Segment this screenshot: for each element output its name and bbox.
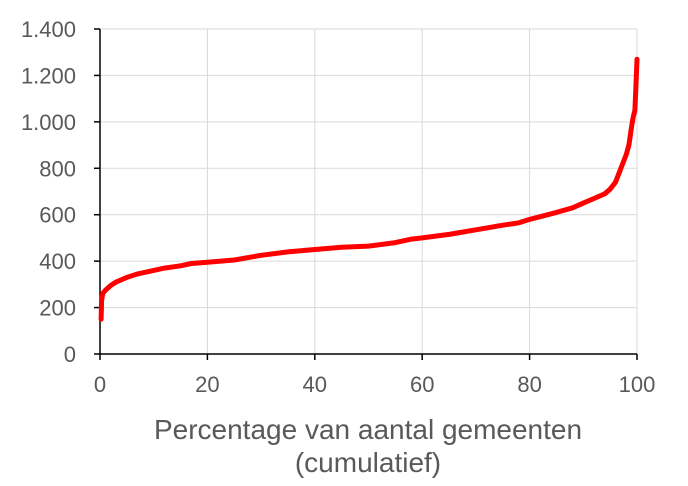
x-tick-label: 40: [303, 372, 327, 397]
y-tick-label: 1.000: [21, 110, 76, 135]
y-tick-label: 400: [39, 249, 76, 274]
x-tick-label: 20: [195, 372, 219, 397]
axes: [94, 28, 638, 360]
gridlines: [100, 28, 638, 354]
y-tick-label: 0: [64, 342, 76, 367]
tick-labels: 0 200 400 600 800 1.000 1.200 1.400 0 20 40 60 80 100: [21, 17, 655, 397]
y-tick-label: 1.400: [21, 17, 76, 42]
series-layer: [98, 56, 640, 322]
y-tick-label: 600: [39, 203, 76, 228]
series-line: [98, 56, 640, 322]
x-tick-label: 60: [410, 372, 434, 397]
x-axis-title-line-2: (cumulatief): [295, 447, 441, 478]
x-tick-label: 80: [517, 372, 541, 397]
x-axis-title-line-1: Percentage van aantal gemeenten: [154, 414, 582, 445]
y-tick-label: 800: [39, 156, 76, 181]
x-tick-label: 0: [94, 372, 106, 397]
y-tick-label: 1.200: [21, 63, 76, 88]
x-tick-label: 100: [619, 372, 656, 397]
y-tick-label: 200: [39, 296, 76, 321]
